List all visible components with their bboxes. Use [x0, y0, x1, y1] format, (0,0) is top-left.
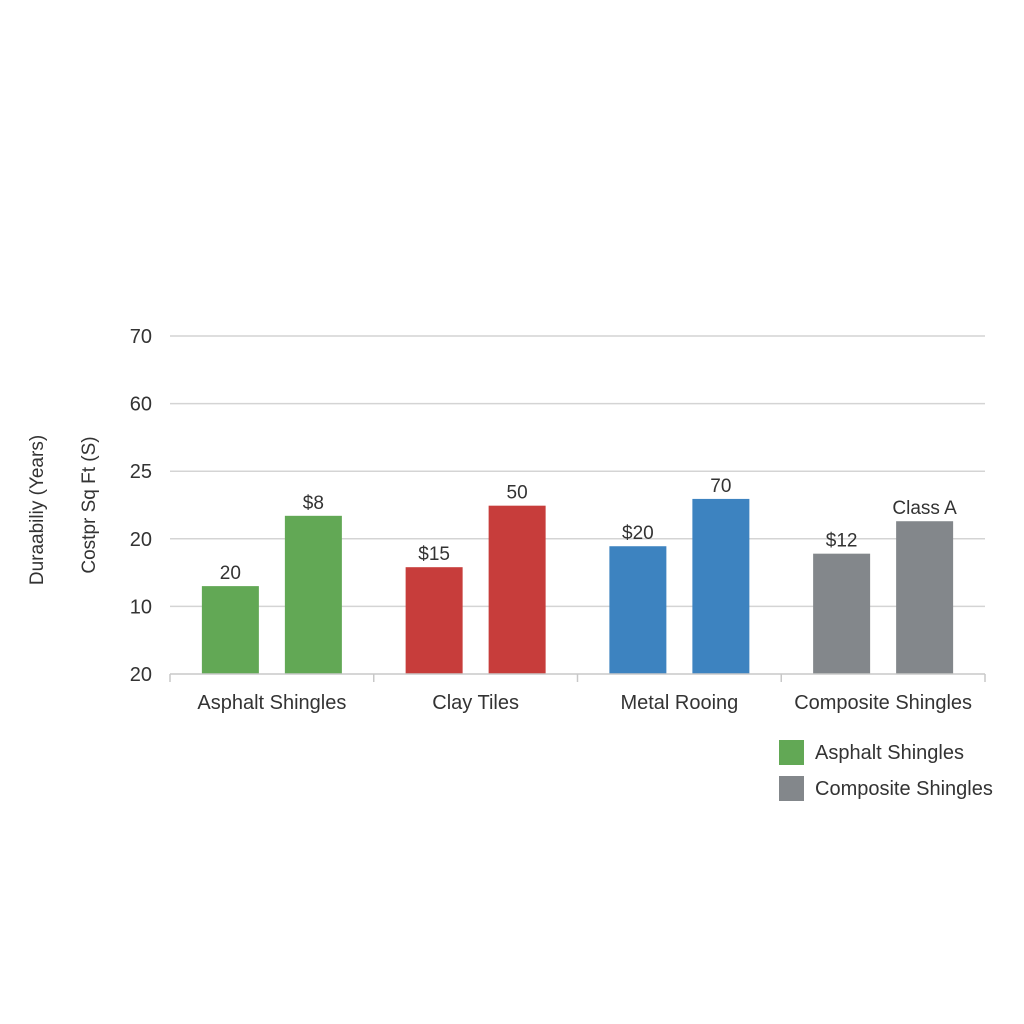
data-label: $15	[418, 544, 450, 565]
x-tick-label: Metal Rooing	[620, 692, 738, 714]
legend-label-composite: Composite Shingles	[815, 778, 993, 800]
x-tick-label: Clay Tiles	[432, 692, 519, 714]
bar	[813, 553, 871, 674]
bar	[488, 505, 546, 674]
y-tick-label: 25	[130, 461, 152, 483]
y-axis-label-cost: Costpr Sq Ft (S)	[79, 436, 100, 573]
y-tick-label: 10	[130, 596, 152, 618]
y-tick-label: 20	[130, 664, 152, 686]
data-label: 20	[220, 563, 241, 584]
legend-swatch-asphalt	[779, 740, 804, 765]
data-label: Class A	[892, 498, 957, 519]
y-axis-label-durability: Duraabiliy (Years)	[27, 435, 48, 585]
legend-label-asphalt: Asphalt Shingles	[815, 742, 964, 764]
bar	[609, 546, 667, 674]
data-label: 70	[710, 476, 731, 497]
bar	[201, 586, 259, 674]
legend: Asphalt Shingles Composite Shingles	[779, 740, 993, 801]
bars: 20 $8 $15 50 $20 70 $12 Class A	[201, 476, 957, 674]
y-axis-ticks: 20 10 20 25 60 70	[130, 326, 152, 686]
data-label: $8	[303, 493, 324, 514]
x-tick-label: Asphalt Shingles	[197, 692, 346, 714]
data-label: 50	[507, 483, 528, 504]
y-tick-label: 70	[130, 326, 152, 348]
y-tick-label: 60	[130, 394, 152, 416]
x-tick-label: Composite Shingles	[794, 692, 972, 714]
data-label: $12	[826, 531, 858, 552]
data-label: $20	[622, 523, 654, 544]
bar	[896, 521, 954, 674]
bar	[405, 567, 463, 674]
bar	[284, 515, 342, 674]
bar	[692, 498, 750, 674]
y-tick-label: 20	[130, 529, 152, 551]
legend-swatch-composite	[779, 776, 804, 801]
x-axis: Asphalt Shingles Clay Tiles Metal Rooing Co…	[169, 673, 986, 714]
